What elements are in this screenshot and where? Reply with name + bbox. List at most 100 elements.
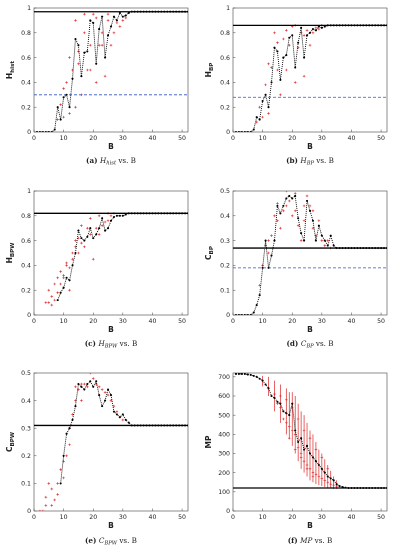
series-marker [154, 212, 157, 215]
x-tick-label: 40 [149, 514, 157, 521]
scatter-point [100, 224, 104, 228]
x-tick-label: 50 [377, 135, 385, 142]
series-marker [267, 387, 270, 390]
series-marker [270, 254, 273, 257]
scatter-point [279, 93, 282, 97]
series-marker [249, 313, 252, 315]
scatter-point [267, 62, 270, 66]
series-marker [237, 313, 240, 315]
series-marker [285, 54, 288, 57]
series-marker [382, 486, 386, 490]
series-marker [106, 388, 110, 391]
series-marker [311, 28, 315, 31]
series-marker [261, 266, 264, 269]
scatter-point [296, 417, 300, 421]
y-tick-label: 0.1 [21, 481, 31, 488]
chart-panel-f: 0 10 20 30 40 500100200300400500600700BMP(f) … [204, 372, 388, 545]
y-axis-label: CBPW [5, 432, 16, 452]
series-marker [240, 373, 243, 376]
series-marker [172, 424, 175, 427]
series-marker [106, 34, 110, 37]
x-tick-label: 50 [178, 514, 186, 521]
series-marker [243, 373, 246, 376]
series-marker [362, 24, 365, 27]
series-marker [115, 19, 118, 22]
series-marker [172, 10, 175, 13]
series-marker [65, 432, 68, 435]
scatter-point [267, 251, 270, 255]
series-marker [380, 24, 383, 27]
series-marker [118, 416, 121, 419]
x-tick-label: 40 [348, 135, 356, 142]
caption-variable: C [99, 536, 105, 545]
series-marker [118, 214, 121, 217]
scatter-point [91, 377, 95, 380]
y-tick-label: 1 [27, 188, 31, 195]
scatter-point [83, 245, 86, 249]
series-marker [368, 24, 371, 27]
caption-subscript: hist [106, 161, 117, 167]
series-marker [127, 11, 130, 15]
series-marker [145, 212, 148, 215]
series-marker [300, 232, 303, 235]
series-marker [380, 246, 383, 250]
series-marker [183, 10, 187, 13]
scatter-point [74, 105, 77, 109]
caption-subscript: BP [305, 344, 314, 350]
panel-caption: (d) CBP vs. B [286, 339, 333, 350]
y-tick-label: 0.8 [21, 30, 31, 37]
series-marker [68, 427, 71, 430]
series-marker [335, 24, 338, 27]
series-marker [246, 373, 249, 376]
series-marker [297, 41, 300, 44]
scatter-point [112, 31, 116, 35]
series-marker [181, 212, 184, 215]
series-marker [291, 402, 294, 405]
y-axis-label-sub: BPW [10, 243, 16, 258]
series-marker [154, 424, 157, 427]
scatter-point [53, 298, 57, 302]
x-tick-label: 30 [119, 135, 127, 142]
series-marker [41, 130, 44, 132]
series-marker [320, 26, 323, 29]
scatter-point [326, 467, 330, 471]
series-marker [95, 233, 98, 236]
series-marker [335, 246, 338, 250]
y-tick-label: 0.2 [21, 287, 31, 294]
x-tick-label: 30 [119, 318, 127, 325]
series-marker [311, 456, 315, 459]
series-marker [234, 130, 238, 132]
series-marker [186, 212, 188, 215]
scatter-point [74, 385, 77, 389]
series-marker [80, 75, 83, 78]
scatter-point [311, 475, 315, 478]
x-tick-label: 10 [259, 514, 267, 521]
scatter-point [320, 239, 324, 242]
series-marker [311, 219, 315, 222]
panel-caption: (a) Hhist vs. B [86, 156, 136, 167]
series-marker [317, 25, 320, 28]
scatter-point [106, 19, 110, 22]
y-tick-label: 0.4 [220, 213, 230, 220]
series-marker [112, 15, 116, 18]
scatter-point [317, 27, 321, 31]
scatter-point [326, 239, 330, 242]
y-axis-label-main: H [5, 257, 14, 263]
series-marker [139, 424, 142, 427]
series-marker [294, 194, 297, 198]
x-tick-label: 50 [377, 318, 385, 325]
scatter-point [100, 43, 104, 47]
scatter-point [317, 219, 321, 223]
series-marker [282, 410, 285, 413]
scatter-point [276, 202, 279, 205]
scatter-point [323, 244, 327, 247]
scatter-point [86, 385, 89, 389]
series-marker [104, 56, 107, 59]
series-marker [157, 424, 160, 427]
scatter-point [311, 31, 315, 35]
scatter-point [109, 43, 113, 47]
scatter-point [282, 209, 285, 213]
series-marker [279, 402, 282, 405]
x-tick-label: 50 [377, 514, 385, 521]
